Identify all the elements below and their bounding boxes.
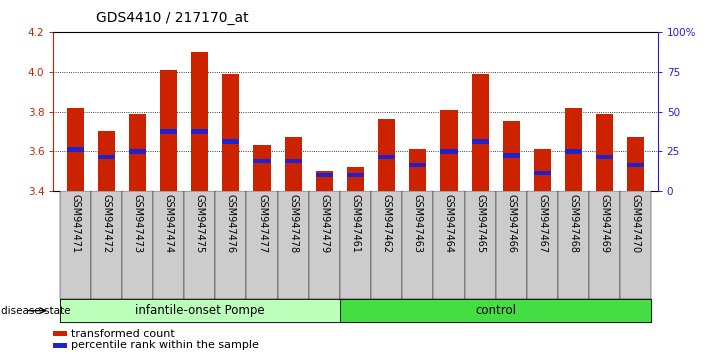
Bar [129,149,146,154]
Text: GSM947467: GSM947467 [538,194,547,253]
Bar [60,191,91,299]
Text: infantile-onset Pompe: infantile-onset Pompe [135,304,264,317]
Bar [347,173,364,177]
Bar [627,137,644,191]
Bar [620,191,651,299]
Bar [309,191,340,299]
Bar [153,191,184,299]
Bar [434,191,464,299]
Bar [97,155,115,160]
Bar [371,191,402,299]
Bar [378,120,395,191]
Bar [160,129,177,133]
Text: GSM947466: GSM947466 [506,194,516,253]
Bar [284,137,301,191]
Bar [596,155,614,160]
Bar [284,159,301,164]
Bar [223,74,240,191]
Bar [558,191,589,299]
Bar [440,109,457,191]
Bar [316,173,333,177]
Bar [464,191,496,299]
Text: percentile rank within the sample: percentile rank within the sample [71,341,260,350]
Text: control: control [475,304,516,317]
Text: GSM947475: GSM947475 [195,194,205,254]
Bar [471,139,488,144]
Text: GSM947472: GSM947472 [101,194,112,254]
Text: GSM947471: GSM947471 [70,194,80,253]
Bar [340,191,371,299]
Bar [254,159,271,164]
Bar [247,191,277,299]
Bar [97,131,115,191]
Bar [184,191,215,299]
Text: GSM947479: GSM947479 [319,194,329,253]
Bar [410,163,427,167]
Bar [53,343,67,348]
Bar [215,191,247,299]
Bar [129,114,146,191]
Bar [534,171,551,176]
Bar [565,108,582,191]
Text: transformed count: transformed count [71,329,175,339]
Text: GSM947465: GSM947465 [475,194,485,253]
Bar [91,191,122,299]
Bar [402,191,434,299]
Text: GSM947477: GSM947477 [257,194,267,254]
Text: GSM947464: GSM947464 [444,194,454,253]
Bar [60,299,340,322]
Bar [471,74,488,191]
Text: GSM947478: GSM947478 [288,194,298,253]
Text: GSM947463: GSM947463 [413,194,423,253]
Bar [596,114,614,191]
Text: disease state: disease state [1,306,70,316]
Text: GSM947468: GSM947468 [569,194,579,253]
Bar [223,139,240,144]
Bar [440,149,457,154]
Bar [254,145,271,191]
Bar [627,163,644,167]
Bar [340,299,651,322]
Bar [534,149,551,191]
Bar [316,171,333,191]
Bar [122,191,153,299]
Bar [527,191,558,299]
Bar [589,191,620,299]
Text: GSM947461: GSM947461 [351,194,360,253]
Bar [191,52,208,191]
Text: GSM947469: GSM947469 [599,194,610,253]
Text: GSM947473: GSM947473 [132,194,142,253]
Text: GSM947474: GSM947474 [164,194,173,253]
Bar [503,121,520,191]
Bar [67,147,84,152]
Bar [191,129,208,133]
Text: GSM947476: GSM947476 [226,194,236,253]
Bar [277,191,309,299]
Text: GDS4410 / 217170_at: GDS4410 / 217170_at [96,11,249,25]
Bar [565,149,582,154]
Bar [503,153,520,158]
Text: GSM947470: GSM947470 [631,194,641,253]
Bar [53,331,67,336]
Bar [378,155,395,160]
Bar [160,70,177,191]
Bar [67,108,84,191]
Bar [496,191,527,299]
Bar [347,167,364,191]
Bar [410,149,427,191]
Text: GSM947462: GSM947462 [382,194,392,253]
